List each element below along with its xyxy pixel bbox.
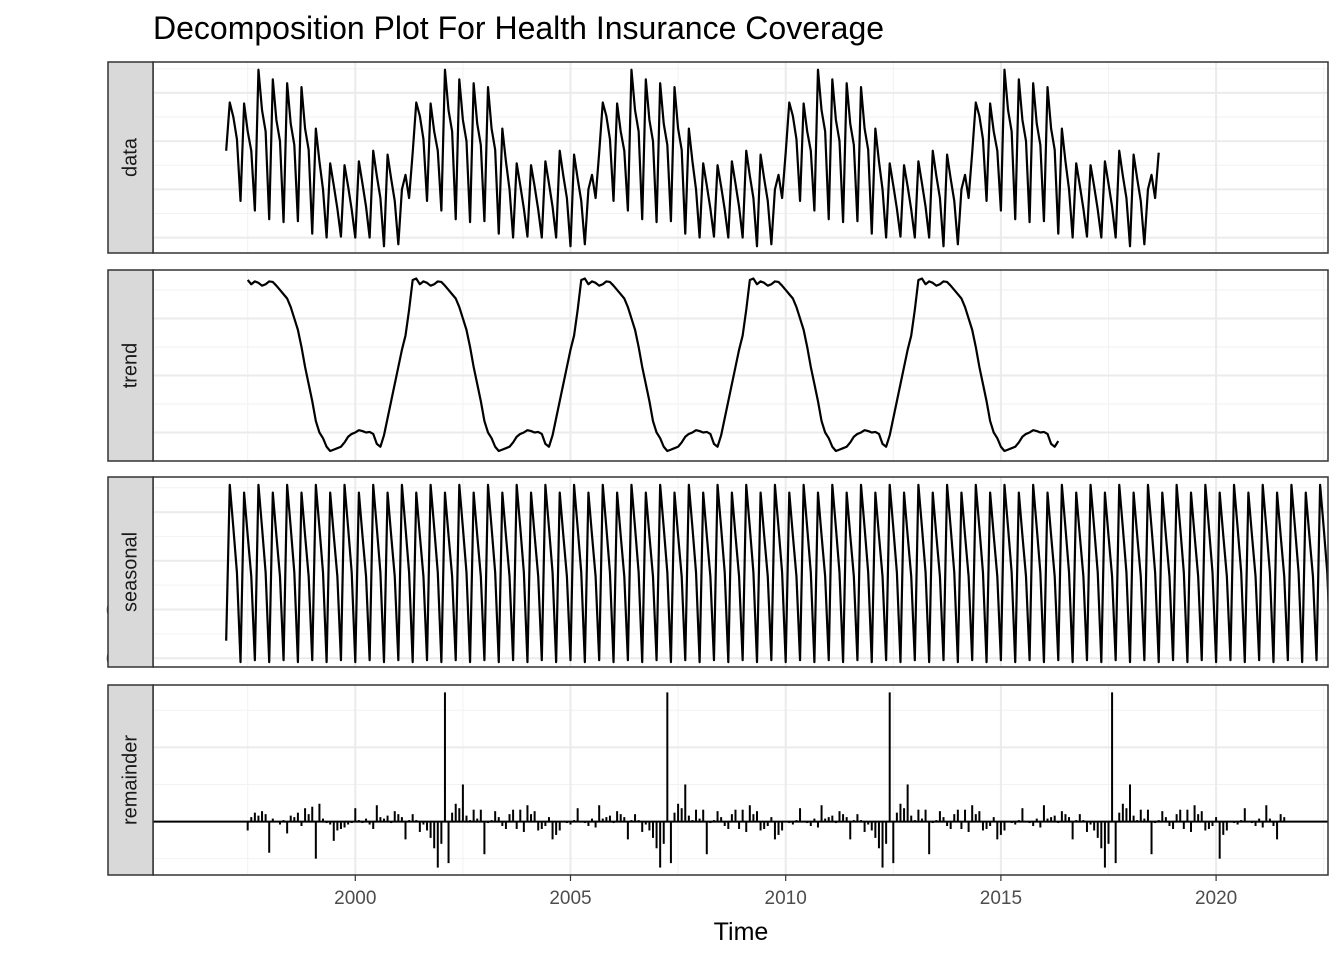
panel-background bbox=[153, 270, 1328, 461]
trend-line bbox=[246, 277, 1060, 453]
strip-label-data: data bbox=[120, 137, 142, 177]
panels-group: 5101520data101214trend0.500.751.001.25se… bbox=[106, 61, 1329, 876]
strip-seasonal bbox=[107, 476, 154, 668]
chart-title: Decomposition Plot For Health Insurance … bbox=[153, 10, 884, 46]
panel-remainder: 1.01.5remainder bbox=[107, 684, 1329, 876]
panel-background bbox=[153, 685, 1328, 875]
x-tick-label: 2015 bbox=[980, 888, 1022, 909]
strip-trend bbox=[107, 269, 154, 462]
x-tick-label: 2005 bbox=[549, 888, 591, 909]
panel-trend: 101214trend bbox=[107, 269, 1329, 462]
x-axis: 2000 2005 2010 2015 2020 bbox=[334, 875, 1237, 909]
data-line bbox=[225, 68, 1160, 248]
panel-seasonal: 0.500.751.001.25seasonal bbox=[106, 476, 1329, 670]
strip-label-remainder: remainder bbox=[120, 735, 142, 825]
seasonal-line bbox=[225, 483, 1328, 664]
panel-data: 5101520data bbox=[107, 61, 1329, 254]
x-tick-label: 2000 bbox=[334, 888, 376, 909]
x-axis-title: Time bbox=[714, 918, 769, 946]
x-tick-label: 2010 bbox=[765, 888, 807, 909]
strip-label-trend: trend bbox=[120, 343, 142, 389]
strip-label-seasonal: seasonal bbox=[120, 532, 142, 612]
strip-data bbox=[107, 61, 154, 254]
strip-remainder bbox=[107, 684, 154, 876]
x-tick-label: 2020 bbox=[1195, 888, 1237, 909]
